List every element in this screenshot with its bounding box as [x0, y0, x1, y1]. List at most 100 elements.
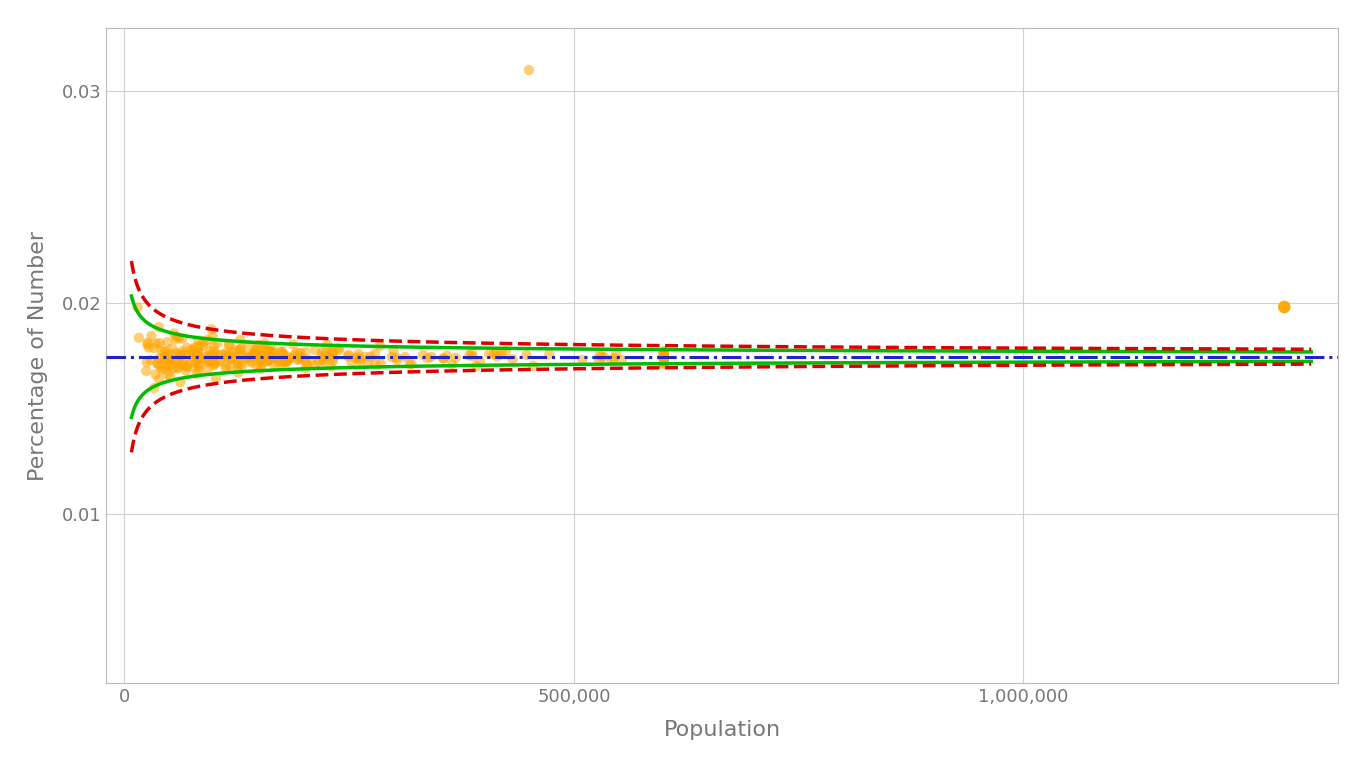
- Point: [212, 349, 234, 361]
- Point: [653, 351, 675, 363]
- Point: [653, 353, 675, 365]
- Point: [225, 344, 247, 356]
- Point: [187, 346, 209, 358]
- Point: [227, 357, 249, 369]
- Point: [228, 345, 250, 357]
- Point: [168, 332, 190, 344]
- Point: [169, 359, 191, 371]
- Point: [313, 356, 335, 368]
- Point: [198, 355, 220, 367]
- Point: [202, 356, 224, 368]
- Point: [283, 339, 305, 351]
- Point: [250, 362, 272, 375]
- Point: [227, 357, 249, 369]
- Point: [305, 359, 326, 372]
- Point: [180, 344, 202, 356]
- Point: [137, 338, 158, 350]
- Point: [128, 332, 150, 344]
- Point: [168, 351, 190, 363]
- Point: [246, 349, 268, 362]
- Point: [153, 362, 175, 374]
- Point: [182, 343, 204, 356]
- Point: [322, 345, 344, 357]
- Point: [590, 350, 612, 362]
- Point: [538, 349, 560, 361]
- Point: [320, 360, 342, 372]
- X-axis label: Population: Population: [664, 720, 781, 740]
- Point: [445, 352, 467, 364]
- Point: [602, 352, 624, 364]
- Point: [231, 343, 253, 355]
- Point: [257, 344, 279, 356]
- Point: [605, 348, 627, 360]
- Point: [175, 365, 197, 377]
- Point: [193, 339, 214, 352]
- Point: [400, 358, 422, 370]
- Point: [197, 356, 219, 368]
- Point: [270, 357, 292, 369]
- Point: [169, 348, 191, 360]
- Point: [157, 362, 179, 374]
- Point: [313, 354, 335, 366]
- Point: [197, 334, 219, 346]
- Point: [321, 347, 343, 359]
- Point: [322, 352, 344, 364]
- Point: [216, 350, 238, 362]
- Point: [478, 348, 500, 360]
- Point: [245, 345, 266, 357]
- Point: [138, 341, 160, 353]
- Point: [255, 353, 277, 366]
- Point: [171, 333, 193, 345]
- Point: [337, 349, 359, 361]
- Point: [255, 356, 277, 368]
- Point: [653, 346, 675, 358]
- Point: [253, 353, 275, 365]
- Point: [347, 348, 369, 360]
- Y-axis label: Percentage of Number: Percentage of Number: [27, 230, 48, 481]
- Point: [154, 346, 176, 358]
- Point: [214, 346, 236, 359]
- Point: [399, 359, 421, 371]
- Point: [381, 351, 403, 363]
- Point: [187, 340, 209, 353]
- Point: [231, 360, 253, 372]
- Point: [272, 349, 294, 362]
- Point: [264, 352, 285, 364]
- Point: [280, 352, 302, 364]
- Point: [214, 359, 236, 372]
- Point: [182, 347, 204, 359]
- Point: [270, 355, 292, 367]
- Point: [287, 353, 309, 366]
- Point: [223, 346, 245, 358]
- Point: [161, 343, 183, 355]
- Point: [571, 354, 593, 366]
- Point: [205, 372, 227, 384]
- Point: [340, 356, 362, 369]
- Point: [197, 363, 219, 376]
- Point: [316, 350, 337, 362]
- Point: [243, 348, 265, 360]
- Point: [357, 356, 378, 369]
- Point: [494, 345, 516, 357]
- Point: [285, 346, 307, 359]
- Point: [208, 354, 229, 366]
- Point: [137, 336, 158, 349]
- Point: [395, 351, 417, 363]
- Point: [653, 357, 675, 369]
- Point: [238, 339, 260, 352]
- Point: [653, 353, 675, 366]
- Point: [653, 356, 675, 369]
- Point: [189, 365, 210, 377]
- Point: [219, 359, 240, 372]
- Point: [238, 352, 260, 364]
- Point: [187, 349, 209, 362]
- Point: [167, 362, 189, 375]
- Point: [240, 356, 262, 369]
- Point: [204, 346, 225, 358]
- Point: [260, 345, 281, 357]
- Point: [165, 333, 187, 346]
- Point: [183, 360, 205, 372]
- Point: [199, 349, 221, 362]
- Point: [321, 355, 343, 367]
- Point: [202, 339, 224, 352]
